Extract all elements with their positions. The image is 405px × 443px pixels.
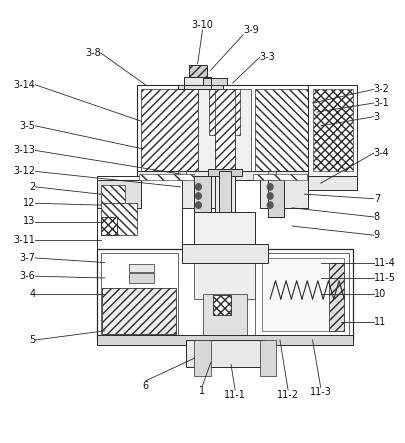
Bar [209, 89, 240, 135]
Circle shape [196, 202, 201, 208]
Text: 3-6: 3-6 [19, 271, 35, 281]
Bar [329, 263, 343, 331]
Bar [198, 89, 252, 171]
Text: 11: 11 [374, 317, 386, 327]
Bar [202, 78, 227, 85]
Bar [202, 295, 247, 335]
Text: 3-5: 3-5 [19, 121, 35, 131]
Bar [182, 244, 268, 263]
Text: 4: 4 [29, 289, 35, 299]
Bar [215, 89, 235, 171]
Bar [256, 89, 309, 171]
Bar [208, 169, 243, 176]
Bar [260, 176, 309, 208]
Bar [129, 273, 153, 283]
Circle shape [267, 184, 273, 190]
Bar [96, 180, 141, 208]
Bar [219, 171, 231, 235]
Bar [96, 249, 353, 340]
Bar [141, 89, 198, 171]
Bar [137, 85, 313, 176]
Text: 3-11: 3-11 [13, 235, 35, 245]
Bar [184, 77, 211, 89]
Text: 8: 8 [374, 212, 380, 222]
Text: 3-13: 3-13 [13, 145, 35, 155]
Bar [96, 335, 353, 345]
Text: 10: 10 [374, 289, 386, 299]
Text: 11-2: 11-2 [277, 390, 299, 400]
Bar [194, 212, 256, 253]
Text: 5: 5 [29, 335, 35, 345]
Text: 3-4: 3-4 [374, 148, 390, 158]
Bar [194, 340, 211, 377]
Bar [178, 85, 223, 89]
Text: 2: 2 [29, 182, 35, 192]
Text: 13: 13 [23, 217, 35, 226]
Circle shape [267, 202, 273, 208]
Text: 3-10: 3-10 [192, 20, 213, 30]
Text: 1: 1 [199, 385, 206, 396]
Circle shape [196, 184, 201, 190]
Bar [102, 288, 177, 334]
Text: 12: 12 [23, 198, 35, 208]
Bar [215, 233, 235, 244]
Text: 3: 3 [374, 112, 380, 122]
Bar [100, 203, 137, 235]
Text: 11-4: 11-4 [374, 257, 396, 268]
Bar [100, 253, 178, 335]
Text: 3-9: 3-9 [243, 25, 259, 35]
Bar [186, 340, 264, 367]
Text: 3-14: 3-14 [13, 80, 35, 90]
Bar [313, 89, 353, 171]
Text: 11-1: 11-1 [224, 390, 246, 400]
Bar [139, 174, 194, 179]
Bar [213, 295, 231, 315]
Text: 6: 6 [143, 381, 149, 391]
Text: 3-1: 3-1 [374, 98, 390, 108]
Text: 3-12: 3-12 [13, 167, 35, 176]
Bar [96, 176, 182, 249]
Bar [215, 126, 235, 326]
Bar [268, 176, 284, 217]
Bar [178, 176, 223, 208]
Text: 3-7: 3-7 [19, 253, 35, 263]
Bar [100, 185, 125, 203]
Bar [194, 176, 211, 217]
Bar [100, 217, 117, 235]
Bar [102, 288, 177, 334]
Bar [262, 258, 343, 331]
Circle shape [196, 193, 201, 199]
Bar [260, 340, 276, 377]
Bar [137, 171, 313, 180]
Bar [189, 65, 207, 78]
Bar [309, 85, 357, 176]
Bar [129, 264, 153, 272]
Text: 3-8: 3-8 [85, 48, 100, 58]
Text: 3-2: 3-2 [374, 84, 390, 94]
Bar [309, 176, 357, 190]
Text: 7: 7 [374, 194, 380, 204]
Text: 3-3: 3-3 [260, 52, 275, 62]
Bar [194, 253, 256, 299]
Bar [178, 171, 186, 180]
Text: 9: 9 [374, 230, 380, 240]
Circle shape [267, 193, 273, 199]
Bar [253, 174, 307, 179]
Text: 11-5: 11-5 [374, 273, 396, 283]
Text: 11-3: 11-3 [310, 387, 332, 397]
Bar [256, 253, 349, 335]
Bar [268, 171, 276, 180]
